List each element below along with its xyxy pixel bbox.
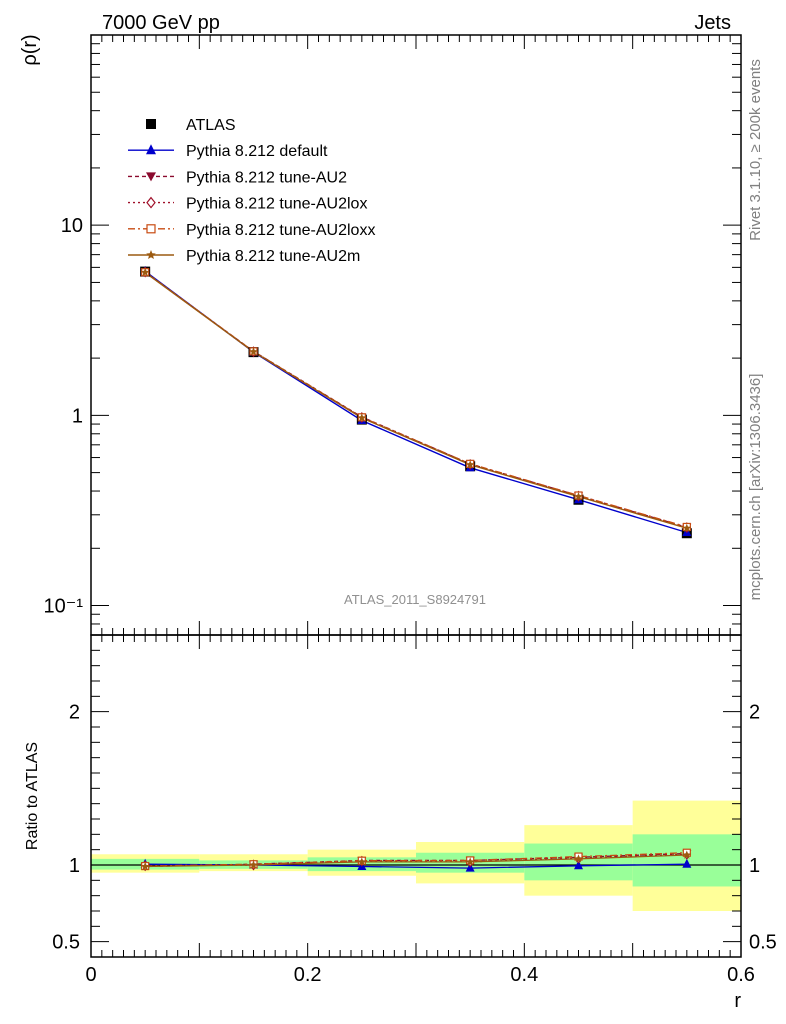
ratio-line-4: [145, 854, 687, 868]
series-point-4: [574, 492, 583, 501]
y-tick-label: 1: [72, 405, 83, 427]
ratio-point-4: [249, 860, 258, 869]
legend-marker: [146, 144, 156, 155]
series-line-3: [144, 271, 687, 528]
series-line-4: [144, 271, 687, 529]
ratio-point-0: [682, 858, 692, 868]
legend-marker: [146, 224, 156, 234]
ratio-point-0: [574, 860, 583, 870]
legend-label: Pythia 8.212 tune-AU2: [186, 169, 347, 186]
ratio-line-1: [145, 852, 687, 868]
legend-marker: [146, 196, 156, 209]
x-tick-label: 0.6: [727, 964, 755, 986]
series-line-2: [144, 271, 687, 529]
ratio-point-4: [574, 854, 583, 863]
legend-label: ATLAS: [186, 117, 236, 134]
x-tick-label: 0.4: [510, 964, 538, 986]
ratio-bands: [91, 800, 741, 911]
legend: ATLAS Pythia 8.212 default Pythia 8.212 tu…: [128, 117, 375, 265]
y-tick-label: 10: [61, 215, 83, 237]
legend-label: Pythia 8.212 tune-AU2loxx: [186, 222, 375, 239]
y-axis-label: ρ(r): [19, 34, 41, 65]
header-right: Jets: [694, 12, 731, 34]
series-point-4: [140, 268, 150, 277]
series-line-1: [144, 271, 687, 528]
y-tick-label: 10⁻¹: [44, 596, 84, 618]
ratio-y-tick-label: 0.5: [52, 932, 80, 954]
ratio-point-4: [682, 850, 692, 859]
ratio-y-tick-label: 1: [69, 855, 80, 877]
series-line-0: [144, 270, 688, 534]
legend-marker: [146, 172, 156, 182]
ratio-y-tick-label: 2: [69, 702, 80, 724]
ratio-y-tick-label-right: 2: [749, 702, 760, 724]
ratio-line-3: [145, 852, 687, 867]
ratio-point-4: [465, 857, 475, 866]
ratio-point-4: [357, 857, 367, 866]
x-tick-label: 0.2: [294, 964, 322, 986]
ratio-y-axis-label: Ratio to ATLAS: [24, 742, 41, 850]
legend-marker: [146, 250, 156, 259]
ratio-point-4: [140, 862, 150, 871]
rivet-label: Rivet 3.1.10, ≥ 200k events: [747, 59, 764, 241]
ratio-series: [140, 848, 692, 872]
x-tick-label: 0: [85, 964, 96, 986]
legend-marker: [146, 119, 156, 129]
main-series: [140, 265, 692, 539]
x-axis-label: r: [734, 990, 741, 1012]
analysis-label: ATLAS_2011_S8924791: [344, 592, 486, 607]
series-point-4: [465, 460, 475, 469]
legend-label: Pythia 8.212 default: [186, 143, 328, 160]
legend-label: Pythia 8.212 tune-AU2lox: [186, 196, 367, 213]
header-left: 7000 GeV pp: [102, 12, 220, 34]
series-point-4: [357, 413, 367, 422]
ratio-y-tick-label-right: 1: [749, 855, 760, 877]
legend-label: Pythia 8.212 tune-AU2m: [186, 248, 360, 265]
ratio-plot-frame: 0 0.2 0.4 0.6 0.5 0.5 1 1 2 2: [52, 634, 777, 986]
mcplots-label: mcplots.cern.ch [arXiv:1306.3436]: [747, 374, 764, 601]
series-point-4: [682, 523, 692, 532]
series-point-4: [249, 347, 258, 356]
ratio-y-tick-label-right: 0.5: [749, 932, 777, 954]
